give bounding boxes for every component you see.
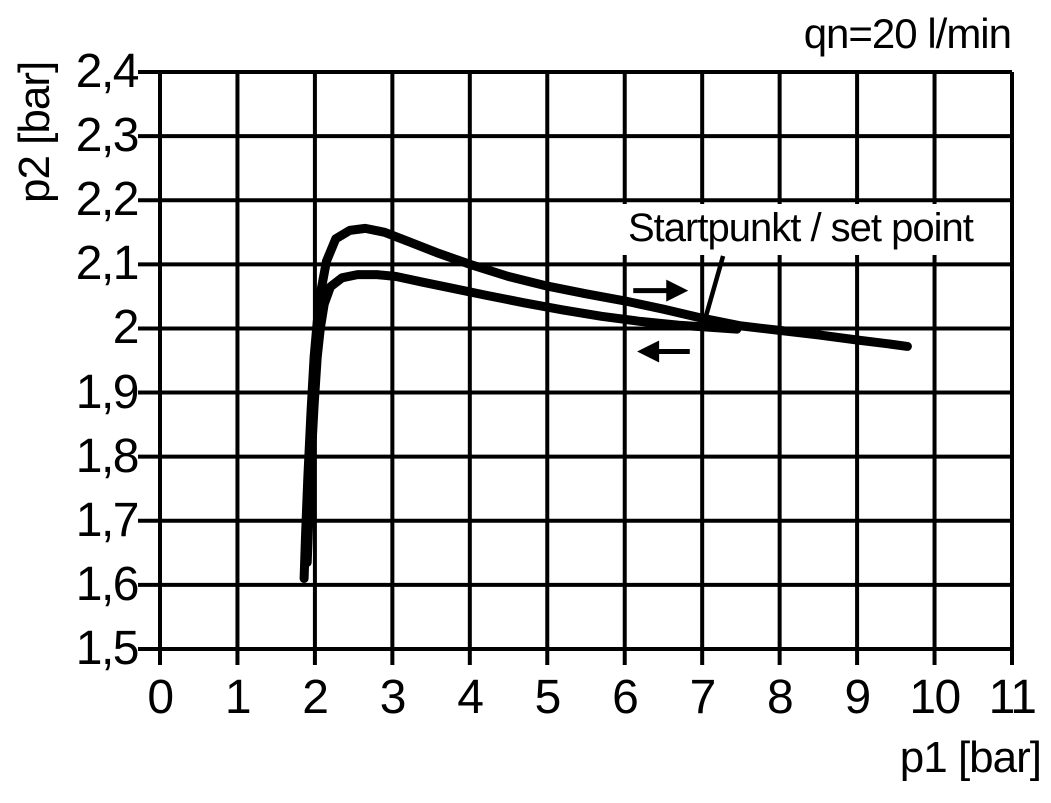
y-tick-label: 2,2 — [75, 173, 140, 227]
x-tick-label: 5 — [534, 671, 562, 724]
chart-title: qn=20 l/min — [803, 10, 1012, 57]
y-tick-label: 1,5 — [75, 622, 140, 675]
y-tick-label: 2 — [112, 301, 140, 355]
curve-return — [302, 270, 742, 567]
set-point-label: Startpunkt / set point — [620, 204, 981, 255]
y-tick-label: 2,1 — [75, 237, 140, 291]
x-tick-label: 4 — [457, 671, 484, 724]
y-tick-label: 2,4 — [75, 45, 140, 98]
x-tick-label: 8 — [767, 671, 794, 724]
forward-direction-arrow-head — [666, 279, 689, 302]
y-tick-label: 1,6 — [75, 557, 140, 611]
y-tick-label: 1,7 — [75, 493, 140, 547]
x-tick-label: 11 — [988, 671, 1037, 724]
x-tick-label: 1 — [224, 671, 252, 724]
y-tick-label: 2,3 — [75, 109, 140, 163]
x-tick-label: 0 — [147, 671, 174, 724]
y-tick-label: 1,9 — [75, 365, 140, 419]
x-tick-label: 6 — [612, 671, 639, 724]
x-tick-label: 2 — [302, 671, 329, 724]
return-direction-arrow-head — [637, 340, 660, 363]
x-tick-label: 9 — [844, 671, 871, 724]
x-tick-label: 3 — [379, 671, 407, 724]
set-point-leader-line — [701, 255, 726, 325]
x-tick-label: 10 — [909, 671, 961, 724]
x-axis-label: p1 [bar] — [899, 733, 1042, 782]
curve-forward — [299, 223, 912, 583]
x-tick-label: 7 — [689, 671, 717, 724]
y-tick-label: 1,8 — [75, 429, 140, 483]
